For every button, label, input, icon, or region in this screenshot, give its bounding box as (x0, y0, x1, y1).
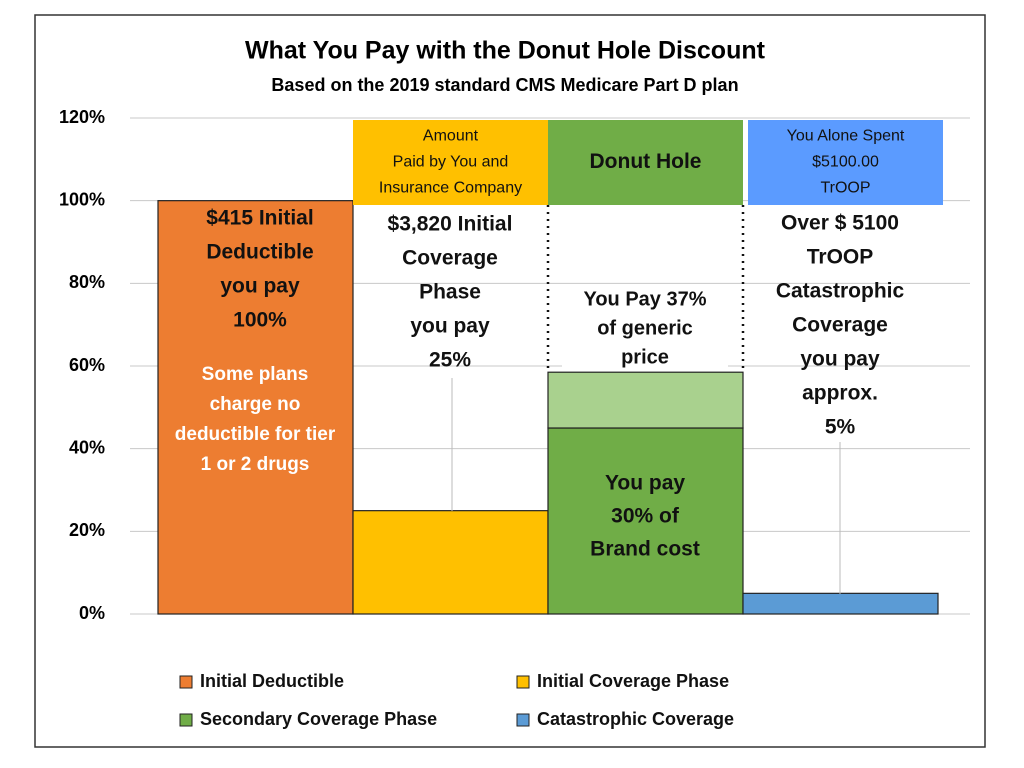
bar (547, 371, 744, 429)
annotation: approx. (802, 382, 878, 405)
bar (157, 200, 354, 615)
annotation: Coverage (402, 247, 498, 270)
annotation: 100% (233, 309, 287, 332)
header-text: $5100.00 (812, 154, 879, 171)
chart-title: What You Pay with the Donut Hole Discoun… (245, 37, 766, 65)
legend-swatch (179, 675, 193, 689)
bar (742, 592, 939, 615)
y-tick-label: 20% (69, 520, 105, 540)
bar (352, 510, 549, 615)
header-text: Insurance Company (379, 180, 522, 197)
annotation: 30% of (611, 505, 680, 528)
annotation: you pay (800, 348, 880, 371)
annotation: deductible for tier (175, 424, 336, 445)
y-tick-label: 40% (69, 437, 105, 457)
header-box (353, 120, 548, 205)
annotation: Phase (419, 281, 481, 304)
y-tick-label: 100% (59, 189, 105, 209)
chart-subtitle: Based on the 2019 standard CMS Medicare … (271, 75, 738, 95)
legend-label: Secondary Coverage Phase (200, 709, 437, 729)
header-box (748, 120, 943, 205)
annotation: 5% (825, 416, 856, 439)
annotation: Brand cost (590, 538, 700, 561)
bar (547, 427, 744, 615)
legend-label: Initial Coverage Phase (537, 671, 729, 691)
annotation: you pay (220, 275, 300, 298)
annotation: $3,820 Initial (388, 213, 513, 236)
legend-swatch (516, 713, 530, 727)
annotation: Catastrophic (776, 280, 905, 303)
y-tick-label: 0% (79, 603, 105, 623)
annotation: TrOOP (807, 246, 874, 269)
legend-label: Initial Deductible (200, 671, 344, 691)
annotation: Over $ 5100 (781, 212, 899, 235)
annotation: You pay (605, 472, 685, 495)
annotation: of generic (597, 317, 693, 339)
annotation: $415 Initial (206, 207, 313, 230)
y-tick-label: 120% (59, 107, 105, 127)
annotation: You Pay 37% (583, 288, 706, 310)
annotation: 1 or 2 drugs (201, 454, 310, 475)
label-backdrop (562, 285, 728, 369)
annotation: Some plans (202, 364, 309, 385)
y-tick-label: 60% (69, 355, 105, 375)
annotation: Deductible (206, 241, 313, 264)
header-box (548, 120, 743, 205)
annotation: charge no (210, 394, 301, 415)
header-text: Paid by You and (393, 154, 509, 171)
y-tick-label: 80% (69, 272, 105, 292)
annotation: 25% (429, 349, 471, 372)
legend-label: Catastrophic Coverage (537, 709, 734, 729)
annotation: price (621, 346, 669, 368)
header-text: TrOOP (820, 180, 870, 197)
header-text: Donut Hole (590, 150, 702, 173)
legend-swatch (516, 675, 530, 689)
annotation: you pay (410, 315, 490, 338)
annotation: Coverage (792, 314, 888, 337)
header-text: You Alone Spent (787, 128, 905, 145)
header-text: Amount (423, 128, 479, 145)
legend-swatch (179, 713, 193, 727)
